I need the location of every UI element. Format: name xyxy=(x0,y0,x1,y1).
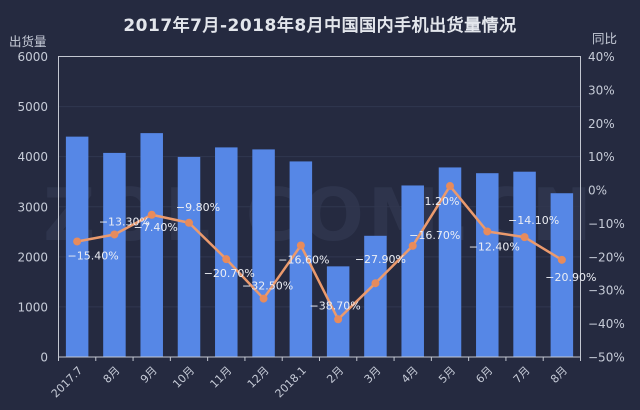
bar-4月 xyxy=(401,185,424,357)
yoy-point-2017.7 xyxy=(73,237,82,246)
yoy-label: −27.90% xyxy=(355,253,406,266)
y-axis-label-right: −20% xyxy=(588,250,625,264)
y-axis-label-left: 4000 xyxy=(17,150,48,164)
x-axis-label: 2017.7 xyxy=(49,364,85,400)
bar-2018.1 xyxy=(289,161,313,357)
yoy-label: −14.10% xyxy=(508,214,559,227)
yoy-point-4月 xyxy=(408,241,417,250)
watermark: ZOL.COM.CN xyxy=(43,173,596,257)
yoy-label: −7.40% xyxy=(134,221,178,234)
yoy-point-11月 xyxy=(222,255,231,264)
yoy-label: −15.40% xyxy=(68,249,119,262)
yoy-point-5月 xyxy=(446,182,454,191)
y-axis-label-left: 5000 xyxy=(17,100,48,114)
yoy-label: −20.90% xyxy=(545,271,596,284)
y-axis-label-left: 0 xyxy=(40,351,48,365)
y-axis-label-right: 10% xyxy=(588,150,615,164)
yoy-point-7月 xyxy=(520,233,529,242)
bar-11月 xyxy=(215,147,238,357)
bar-8月 xyxy=(550,193,574,357)
y-axis-label-left: 1000 xyxy=(17,300,48,314)
y-axis-label-left: 3000 xyxy=(17,200,48,214)
yoy-point-12月 xyxy=(259,294,268,303)
x-axis-label: 3月 xyxy=(362,364,384,386)
y-axis-label-right: 0% xyxy=(588,184,607,198)
y-axis-label-right: 30% xyxy=(588,83,615,97)
x-axis-label: 8月 xyxy=(101,364,123,386)
x-axis-label: 5月 xyxy=(436,364,458,386)
x-axis-label: 8月 xyxy=(548,364,570,386)
bar-7月 xyxy=(513,171,536,357)
x-axis-label: 2月 xyxy=(324,364,346,386)
bar-9月 xyxy=(140,133,163,357)
yoy-point-9月 xyxy=(147,210,156,219)
yoy-label: −16.70% xyxy=(409,229,460,242)
x-axis-label: 10月 xyxy=(170,364,197,391)
bar-5月 xyxy=(438,167,462,357)
x-axis-label: 12月 xyxy=(245,364,272,391)
x-axis-label: 2018.1 xyxy=(273,364,309,400)
yoy-label: −12.40% xyxy=(469,240,520,253)
y-axis-label-right: 20% xyxy=(588,117,615,131)
yoy-point-8月 xyxy=(557,255,566,264)
bar-12月 xyxy=(252,149,275,357)
yoy-point-2月 xyxy=(334,315,343,324)
yoy-point-8月 xyxy=(110,230,119,239)
x-axis-label: 7月 xyxy=(511,364,533,386)
left-axis-title: 出货量 xyxy=(9,34,47,49)
yoy-label: −20.70% xyxy=(204,267,255,280)
y-axis-label-right: −30% xyxy=(588,284,625,298)
yoy-label: −38.70% xyxy=(310,299,361,312)
yoy-point-2018.1 xyxy=(296,241,305,250)
y-axis-label-right: 40% xyxy=(588,50,615,64)
yoy-label: −13.30% xyxy=(99,215,150,228)
yoy-point-6月 xyxy=(483,227,492,236)
yoy-label: −9.80% xyxy=(176,201,220,214)
yoy-point-3月 xyxy=(371,279,380,288)
yoy-label: −32.50% xyxy=(242,280,293,293)
yoy-point-10月 xyxy=(185,218,193,227)
yoy-label: 1.20% xyxy=(425,195,460,208)
y-axis-label-right: −10% xyxy=(588,217,625,231)
x-axis-label: 6月 xyxy=(473,364,495,386)
x-axis-label: 4月 xyxy=(399,364,421,386)
chart-title: 2017年7月-2018年8月中国国内手机出货量情况 xyxy=(123,16,517,36)
bar-2月 xyxy=(326,266,350,357)
y-axis-label-left: 2000 xyxy=(17,250,48,264)
y-axis-label-right: −50% xyxy=(588,351,625,365)
x-axis-label: 9月 xyxy=(138,364,160,386)
yoy-line xyxy=(75,184,564,321)
x-axis-label: 11月 xyxy=(208,364,235,391)
y-axis-label-right: −40% xyxy=(588,317,625,331)
bar-10月 xyxy=(177,156,201,357)
bar-8月 xyxy=(103,152,126,357)
right-axis-title: 同比 xyxy=(592,31,618,46)
bar-3月 xyxy=(364,235,387,357)
yoy-label: −16.60% xyxy=(278,253,329,266)
y-axis-label-left: 6000 xyxy=(17,50,48,64)
bar-2017.7 xyxy=(65,136,89,357)
bar-6月 xyxy=(476,173,499,357)
